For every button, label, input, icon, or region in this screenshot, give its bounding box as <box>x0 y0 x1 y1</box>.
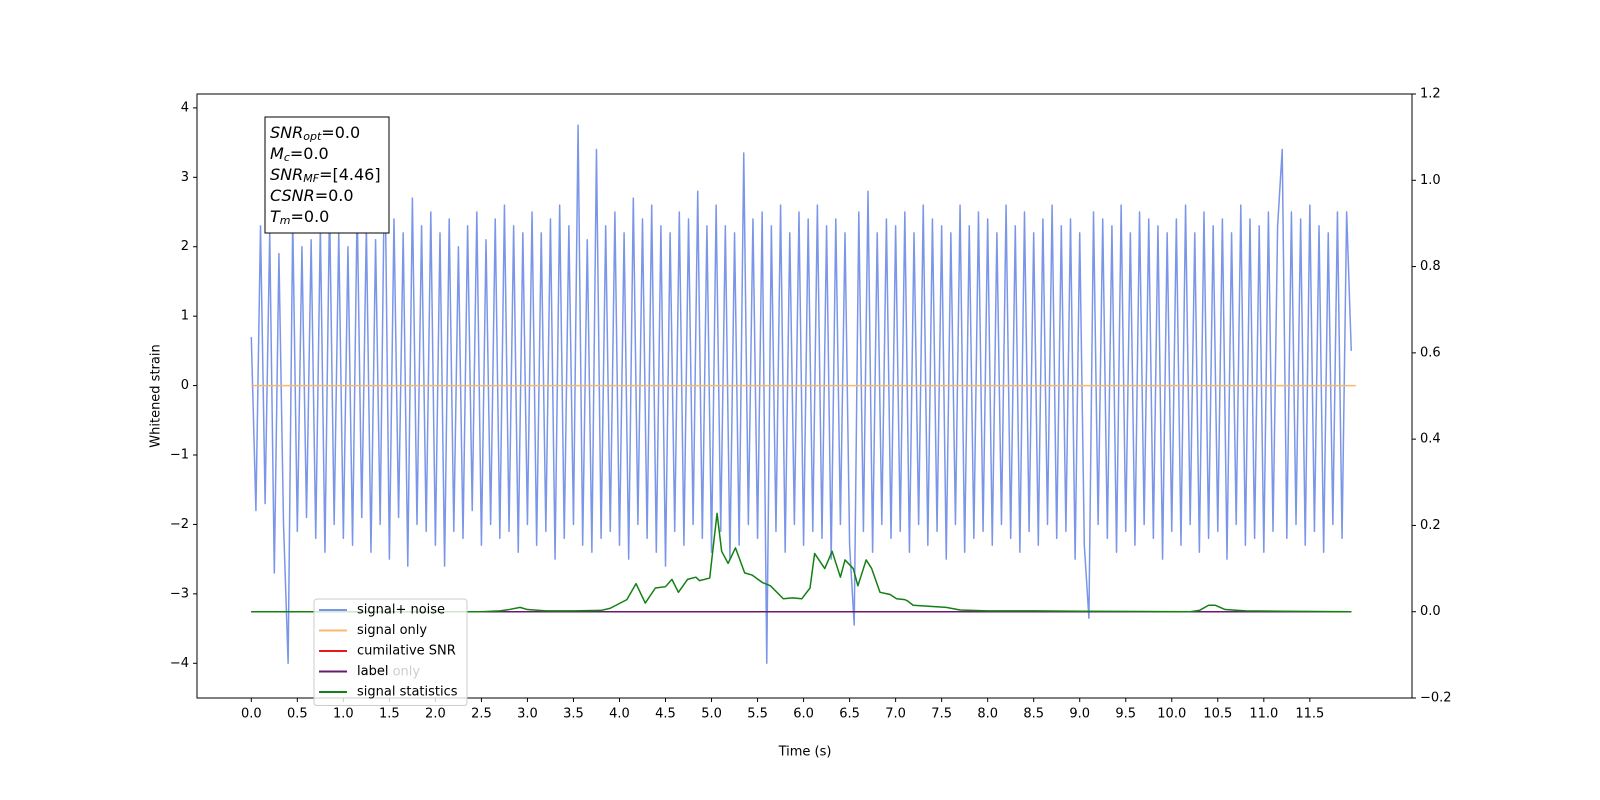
legend: signal+ noise signal only cumilative SNR la… <box>313 598 468 706</box>
y2-tick-label: 0.8 <box>1420 259 1441 274</box>
x-tick-label: 10.5 <box>1203 707 1232 722</box>
y-tick-label: −2 <box>170 517 189 532</box>
axes-frame <box>196 93 1413 699</box>
info-subscript: m <box>280 214 291 227</box>
info-symbol: SNR <box>270 123 303 142</box>
x-tick-label: 9.5 <box>1115 707 1136 722</box>
y-tick-label: 1 <box>181 309 189 324</box>
x-tick-label: 0.0 <box>241 707 262 722</box>
y-tick-label: 4 <box>181 100 189 115</box>
info-symbol: CSNR <box>270 186 315 205</box>
info-line: Tm=0.0 <box>270 207 329 228</box>
x-tick-label: 4.5 <box>655 707 676 722</box>
y2-tick-label: −0.2 <box>1420 691 1452 706</box>
y-tick-label: 0 <box>181 378 189 393</box>
y-tick-label: 3 <box>181 170 189 185</box>
info-symbol: SNR <box>270 165 303 184</box>
info-value: =0.0 <box>315 186 354 205</box>
info-line: SNRopt=0.0 <box>270 123 360 144</box>
info-subscript: opt <box>303 130 322 143</box>
x-tick-label: 1.5 <box>379 707 400 722</box>
info-symbol: T <box>270 207 281 226</box>
info-value: =[4.46] <box>319 165 381 184</box>
y2-tick-label: 1.2 <box>1420 87 1441 102</box>
x-tick-label: 7.5 <box>931 707 952 722</box>
info-box-frame <box>264 116 390 234</box>
x-tick-label: 10.0 <box>1157 707 1186 722</box>
x-tick-label: 11.0 <box>1249 707 1278 722</box>
legend-label: cumilative SNR <box>357 644 456 659</box>
y-tick-label: −1 <box>170 448 189 463</box>
legend-label: label <box>357 664 388 679</box>
x-tick-label: 3.5 <box>563 707 584 722</box>
info-subscript: c <box>284 151 290 164</box>
x-axis-label: Time (s) <box>778 745 832 760</box>
y2-tick-label: 0.6 <box>1420 345 1441 360</box>
x-tick-label: 11.5 <box>1295 707 1324 722</box>
info-line: SNRMF=[4.46] <box>270 165 381 186</box>
legend-label: signal+ noise <box>357 603 445 618</box>
y2-tick-label: 0.2 <box>1420 518 1441 533</box>
y-tick-label: −3 <box>170 586 189 601</box>
series-line <box>251 512 1352 613</box>
info-value: =0.0 <box>291 207 330 226</box>
y-tick-label: 2 <box>181 239 189 254</box>
x-tick-label: 6.0 <box>793 707 814 722</box>
y-axis-label: Whitened strain <box>149 344 164 447</box>
y2-tick-label: 1.0 <box>1420 173 1441 188</box>
y2-tick-label: 0.0 <box>1420 604 1441 619</box>
x-tick-label: 2.0 <box>425 707 446 722</box>
legend-label: signal statistics <box>357 685 458 700</box>
info-value: =0.0 <box>290 144 329 163</box>
x-tick-label: 2.5 <box>471 707 492 722</box>
x-tick-label: 9.0 <box>1069 707 1090 722</box>
info-value: =0.0 <box>321 123 360 142</box>
info-line: CSNR=0.0 <box>270 186 354 205</box>
x-tick-label: 1.0 <box>333 707 354 722</box>
info-box: SNRopt=0.0Mc=0.0SNRMF=[4.46]CSNR=0.0Tm=0… <box>264 116 390 234</box>
legend-frame <box>313 598 468 706</box>
y-tick-label: −4 <box>170 656 189 671</box>
x-tick-label: 8.0 <box>977 707 998 722</box>
info-subscript: MF <box>303 172 319 185</box>
x-tick-label: 5.5 <box>747 707 768 722</box>
info-line: Mc=0.0 <box>270 144 329 165</box>
x-tick-label: 8.5 <box>1023 707 1044 722</box>
x-tick-label: 3.0 <box>517 707 538 722</box>
x-tick-label: 6.5 <box>839 707 860 722</box>
x-tick-label: 0.5 <box>287 707 308 722</box>
x-tick-label: 5.0 <box>701 707 722 722</box>
x-tick-label: 4.0 <box>609 707 630 722</box>
x-tick-label: 7.0 <box>885 707 906 722</box>
y2-tick-label: 0.4 <box>1420 432 1441 447</box>
series-line <box>250 124 1352 665</box>
legend-label: signal only <box>357 623 427 638</box>
info-symbol: M <box>270 144 284 163</box>
